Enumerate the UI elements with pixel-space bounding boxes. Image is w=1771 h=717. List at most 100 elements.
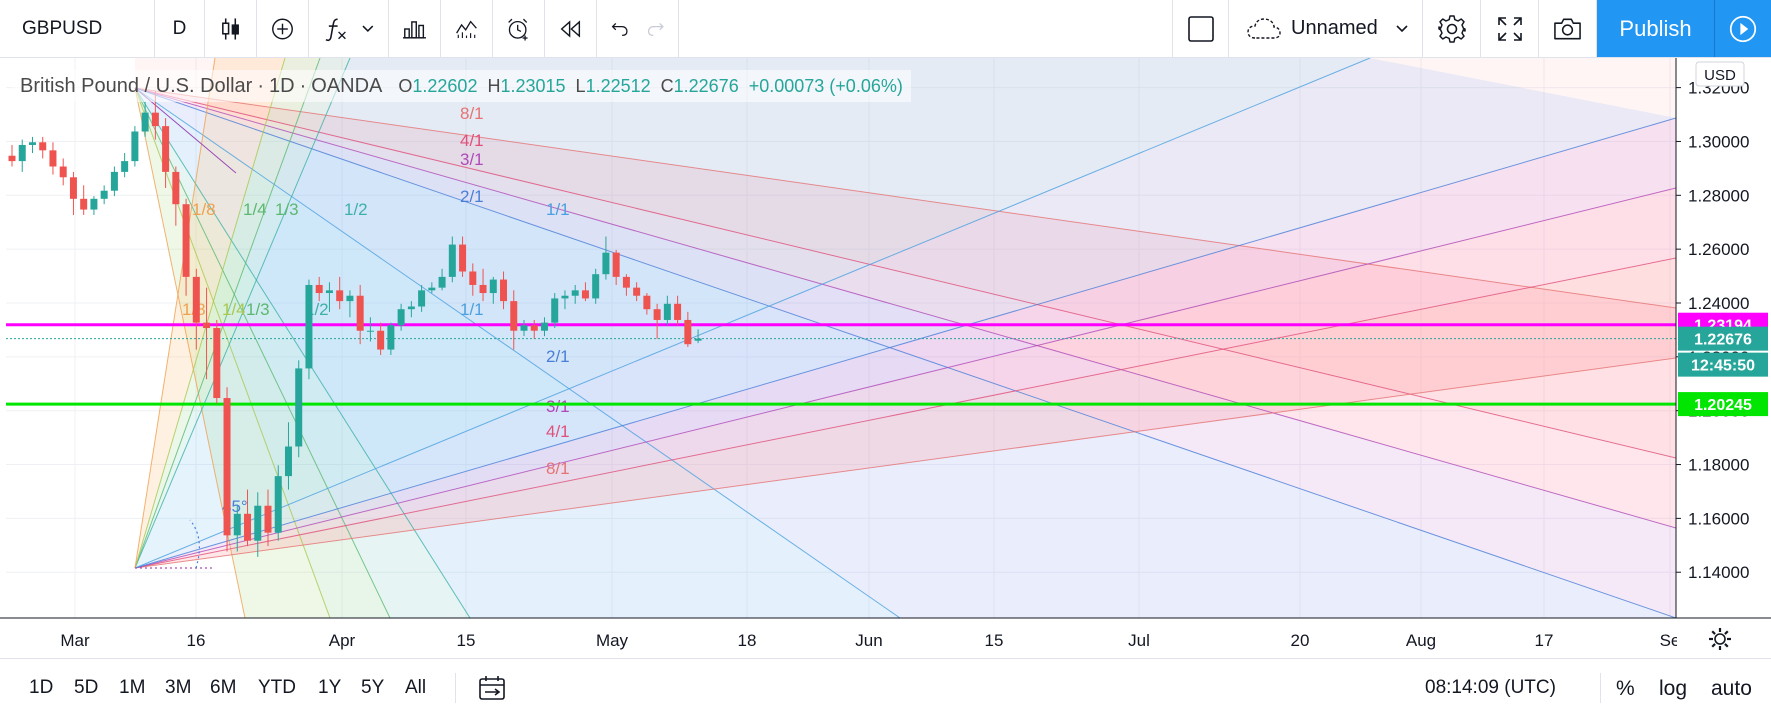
candle [8, 144, 16, 167]
settings-button[interactable] [1423, 0, 1481, 57]
legend-low-label: L [575, 75, 586, 96]
candle [438, 268, 446, 291]
range-3m[interactable]: 3M [165, 677, 192, 698]
chart-area[interactable]: 8/14/13/12/11/11/21/31/41/81/81/41/31/21… [0, 58, 1771, 658]
price-label-badge [1678, 392, 1768, 417]
bar-chart-icon [403, 20, 426, 39]
gear-tooth [1724, 643, 1729, 648]
candle [223, 387, 231, 552]
candle-body [489, 279, 497, 294]
chart-type-button[interactable] [205, 0, 257, 57]
range-all[interactable]: All [405, 677, 427, 698]
log-toggle[interactable]: log [1659, 677, 1688, 700]
financials-button[interactable] [389, 0, 441, 57]
price-label-text: 1.22676 [1694, 332, 1752, 349]
candle-body [622, 276, 630, 288]
redo-icon[interactable] [647, 20, 665, 38]
alert-button[interactable] [493, 0, 545, 57]
play-button[interactable] [1715, 0, 1771, 57]
candle-body [520, 325, 528, 331]
candle-body [469, 271, 477, 285]
legend-high-label: H [487, 75, 501, 96]
indicators-button[interactable] [309, 0, 389, 57]
gann-fan-line [134, 58, 286, 569]
range-6m[interactable]: 6M [210, 677, 237, 698]
candle [489, 276, 497, 304]
gann-fan-label: 1/3 [246, 300, 270, 319]
replay-button[interactable] [545, 0, 597, 57]
candle-body [418, 290, 426, 307]
date-range-icon[interactable] [478, 675, 506, 701]
compare-button[interactable] [257, 0, 309, 57]
gann-fans [134, 58, 1676, 618]
candle [377, 322, 385, 355]
interval-button[interactable]: D [155, 0, 205, 57]
candle-body [397, 309, 405, 326]
auto-toggle[interactable]: auto [1711, 677, 1752, 700]
candle [80, 185, 88, 215]
range-5y[interactable]: 5Y [361, 677, 385, 698]
candle-body [510, 301, 518, 331]
range-1y[interactable]: 1Y [318, 677, 342, 698]
gann-fan-top-zone [135, 58, 1676, 308]
candle-body [592, 274, 600, 299]
range-1d[interactable]: 1D [29, 677, 54, 698]
candle-body [244, 513, 252, 541]
gann-fan-line [134, 58, 351, 569]
legend-source: OANDA [311, 74, 383, 97]
candle-body [264, 505, 272, 533]
time-tick-label: 17 [1535, 631, 1554, 650]
price-chart[interactable]: 8/14/13/12/11/11/21/31/41/81/81/41/31/21… [0, 58, 1771, 658]
candle-body [551, 298, 559, 323]
time-tick-label: 20 [1291, 631, 1310, 650]
candle-body [110, 171, 118, 191]
publish-button[interactable]: Publish [1597, 0, 1715, 57]
candle [244, 489, 252, 547]
candle [90, 196, 98, 215]
candle-body [581, 290, 589, 299]
gann-angle-arc [189, 519, 200, 569]
candle-body [366, 330, 374, 332]
utc-clock[interactable]: 08:14:09 (UTC) [1425, 677, 1556, 698]
symbol-label: GBPUSD [22, 17, 103, 39]
gann-fan-line [134, 87, 1676, 309]
range-5d[interactable]: 5D [74, 677, 99, 698]
candle-body [59, 166, 67, 178]
candle [264, 489, 272, 547]
legend-high: 1.23015 [500, 75, 566, 96]
candle [448, 236, 456, 283]
range-ytd[interactable]: YTD [258, 677, 296, 698]
time-tick-label: Mar [60, 631, 90, 650]
gear-tooth [1711, 643, 1716, 648]
candle [653, 303, 661, 339]
alarm-clock-icon [508, 18, 528, 40]
price-tick-label: 1.28000 [1688, 186, 1749, 205]
candle [694, 329, 702, 344]
candle [305, 279, 313, 380]
bottom-divider [455, 673, 456, 703]
candle [510, 290, 518, 350]
legend-title: British Pound / U.S. Dollar [20, 74, 253, 97]
candle-body [233, 513, 241, 536]
fullscreen-button[interactable] [1481, 0, 1539, 57]
layout-name-button[interactable]: Unnamed [1229, 0, 1423, 57]
candle [530, 319, 538, 339]
plus-circle-icon [272, 18, 293, 39]
snapshot-button[interactable] [1539, 0, 1597, 57]
candle [612, 249, 620, 285]
templates-button[interactable] [441, 0, 493, 57]
candle [192, 268, 200, 350]
candle-body [172, 171, 180, 205]
select-button[interactable] [1173, 0, 1229, 57]
gann-fan-line [134, 58, 321, 569]
cloud-icon [1247, 17, 1281, 39]
candle-body [653, 309, 661, 320]
candle-body [213, 328, 221, 399]
candle [459, 236, 467, 277]
undo-icon[interactable] [611, 20, 629, 38]
symbol-search-button[interactable]: GBPUSD [0, 0, 155, 57]
range-1m[interactable]: 1M [119, 677, 146, 698]
percent-toggle[interactable]: % [1616, 677, 1635, 700]
gann-fan-line [134, 58, 216, 569]
candle-body [500, 279, 508, 302]
